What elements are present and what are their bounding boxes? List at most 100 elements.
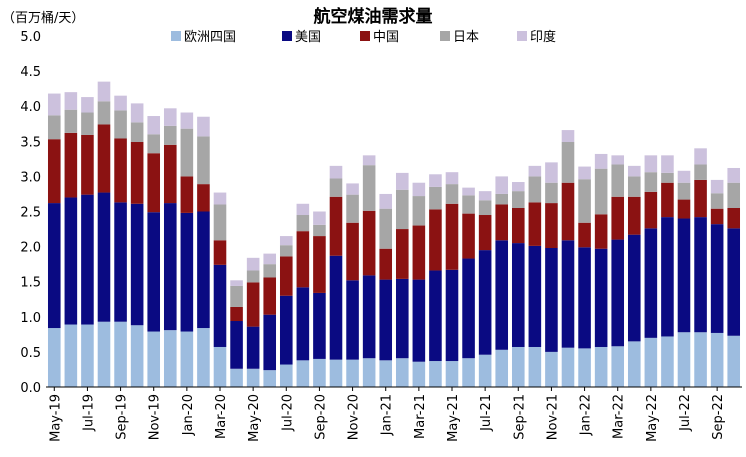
bar-segment-india <box>395 172 409 190</box>
bar-segment-china <box>727 207 741 229</box>
bar-segment-europe <box>462 358 475 387</box>
x-axis: May-19 Jul-19 Sep-19 Nov-19 Jan-20 Mar-20 May-… <box>48 387 726 442</box>
bar-segment-japan <box>644 172 658 192</box>
bar-segment-india <box>346 183 359 195</box>
bar-segment-us <box>230 321 243 369</box>
bar-segment-europe <box>313 358 326 387</box>
bar-segment-japan <box>114 110 127 139</box>
bar-segment-india <box>213 192 227 205</box>
bar-segment-us <box>478 250 492 355</box>
bar-segment-us <box>710 224 724 333</box>
bar-segment-india <box>627 165 641 177</box>
bar-segment-japan <box>197 136 210 185</box>
bar-segment-europe <box>445 361 459 387</box>
bar-segment-china <box>644 191 658 229</box>
bar-segment-europe <box>81 324 94 387</box>
bar-segment-china <box>495 204 509 241</box>
bar-segment-us <box>578 247 591 349</box>
bar-segment-us <box>47 203 61 329</box>
x-tick-label: Jul-22 <box>678 394 693 432</box>
bar-segment-europe <box>661 336 674 387</box>
bar-segment-us <box>545 248 558 352</box>
bar-segment-us <box>147 212 161 332</box>
bar-segment-india <box>429 174 442 187</box>
bar-segment-india <box>47 93 61 116</box>
bar-segment-europe <box>329 359 343 387</box>
bar-segment-japan <box>180 128 194 177</box>
bar-segment-india <box>379 193 393 209</box>
bar-segment-japan <box>246 270 260 283</box>
bar-segment-europe <box>644 337 658 387</box>
bar-segment-europe <box>528 346 542 387</box>
x-tick-label: Jan-22 <box>579 394 594 436</box>
bar-segment-us <box>362 275 376 359</box>
bar-segment-us <box>561 240 575 348</box>
bar-segment-europe <box>594 346 608 387</box>
chart-title: 航空煤油需求量 <box>314 6 433 27</box>
bar-segment-india <box>329 165 343 179</box>
bar-segment-europe <box>710 332 724 387</box>
legend-swatch-china <box>360 31 370 41</box>
bar-segment-us <box>677 218 691 333</box>
y-tick-label: 1.5 <box>20 276 41 291</box>
bar-segment-china <box>561 182 575 241</box>
bar-segment-china <box>379 248 393 280</box>
bar-segment-japan <box>710 193 724 209</box>
bar-segment-us <box>263 314 277 371</box>
bar-segment-japan <box>594 168 608 215</box>
bar-segment-europe <box>412 361 426 387</box>
bar-segment-japan <box>97 101 111 125</box>
bar-segment-india <box>362 155 376 166</box>
x-tick-label: May-20 <box>247 394 262 442</box>
x-tick-label: Jul-19 <box>81 394 96 432</box>
bar-segment-europe <box>611 346 625 387</box>
bar-segment-india <box>230 280 243 286</box>
bar-segment-us <box>180 212 194 332</box>
bar-segment-us <box>395 278 409 359</box>
bar-segment-china <box>362 210 376 276</box>
bar-segment-us <box>114 202 127 322</box>
bar-segment-india <box>462 187 475 196</box>
bar-segment-india <box>661 155 674 173</box>
bar-segment-us <box>313 292 326 359</box>
legend: 欧洲四国 美国 中国 日本 印度 <box>171 29 556 45</box>
bar-segment-us <box>611 239 625 347</box>
bar-segment-europe <box>64 324 78 387</box>
bar-segment-japan <box>694 164 707 180</box>
x-tick-label: Jan-21 <box>380 394 395 436</box>
bar-segment-china <box>478 215 492 251</box>
y-tick-label: 4.0 <box>20 100 41 115</box>
bar-segment-us <box>462 258 475 359</box>
bar-segment-india <box>677 170 691 183</box>
bar-segment-europe <box>511 346 525 387</box>
bar-segment-us <box>627 234 641 342</box>
bar-segment-japan <box>279 245 293 257</box>
legend-swatch-europe <box>171 31 181 41</box>
bar-segment-us <box>329 255 343 360</box>
x-tick-label: May-21 <box>446 394 461 442</box>
bar-segment-china <box>611 196 625 240</box>
bar-segment-europe <box>627 341 641 387</box>
bar-segment-japan <box>47 115 61 140</box>
bar-segment-us <box>279 295 293 365</box>
bar-segment-japan <box>511 191 525 208</box>
bar-segment-europe <box>197 328 210 387</box>
bar-segment-china <box>263 277 277 315</box>
bar-segment-india <box>694 148 707 165</box>
bar-segment-us <box>213 264 227 347</box>
x-tick-label: Jan-20 <box>181 394 196 436</box>
bar-segment-us <box>511 243 525 347</box>
bar-segment-us <box>379 279 393 361</box>
legend-label-us: 美国 <box>295 30 321 45</box>
y-tick-label: 2.0 <box>20 241 41 256</box>
bar-segment-india <box>727 167 741 183</box>
bar-segment-japan <box>578 179 591 223</box>
bar-segment-us <box>694 217 707 333</box>
bar-segment-us <box>445 269 459 362</box>
bar-segment-japan <box>677 182 691 200</box>
bar-segment-india <box>296 203 310 216</box>
bar-segment-india <box>578 166 591 180</box>
bar-segment-india <box>545 162 558 183</box>
bar-segment-india <box>197 116 210 137</box>
bar-segment-china <box>130 142 144 204</box>
